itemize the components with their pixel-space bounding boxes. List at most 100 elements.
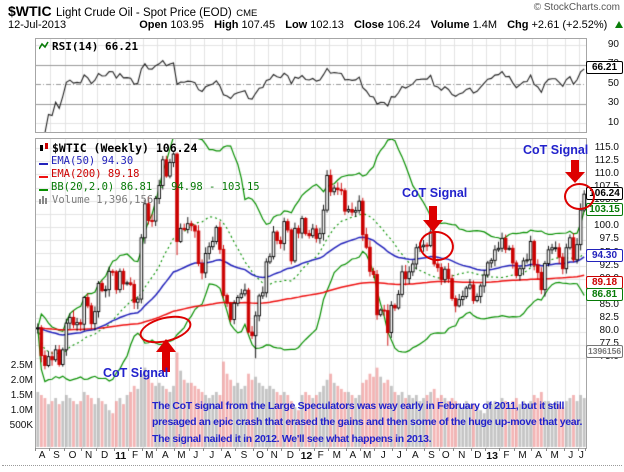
copyright-label: © StockCharts.com: [533, 2, 620, 13]
x-axis-tick: [35, 448, 36, 451]
volume-legend: Volume 1,396,156: [39, 194, 153, 206]
x-axis-month-label: S: [240, 450, 248, 461]
x-axis-tick: [220, 448, 222, 451]
x-axis-month-label: D: [101, 450, 109, 461]
price-tick-label: 107.5: [587, 181, 619, 192]
x-axis-tick: [470, 448, 472, 451]
x-axis-month-label: D: [286, 450, 294, 461]
open-label: Open: [139, 19, 168, 31]
chart-title: Light Crude Oil - Spot Price (EOD): [56, 7, 232, 19]
rsi-value-tag: 66.21: [586, 60, 623, 74]
cot-signal-label-2011: CoT Signal: [103, 366, 169, 380]
x-axis-tick: [585, 448, 586, 451]
x-axis-month-label: J: [578, 450, 584, 461]
x-axis-tick: [174, 448, 176, 451]
cot-arrow-down-icon: [565, 160, 585, 183]
x-axis-month-label: D: [474, 450, 482, 461]
x-axis-month-label: 12: [300, 450, 313, 462]
ema50-line-icon: [39, 163, 48, 165]
volume-tick-label: 1.5M: [10, 390, 33, 401]
x-axis-month-label: 11: [115, 450, 127, 462]
price-tick-label: 85.0: [599, 298, 619, 310]
x-axis-month-label: S: [53, 450, 60, 461]
symbol-label: $WTIC: [8, 3, 52, 19]
low-label: Low: [285, 19, 308, 31]
x-axis-tick: [113, 448, 115, 451]
x-axis-tick: [374, 448, 376, 451]
x-axis-month-label: A: [224, 450, 232, 461]
candlestick-icon: [40, 143, 48, 151]
chart-header: $WTIC Light Crude Oil - Spot Price (EOD)…: [8, 3, 618, 19]
close-label: Close: [353, 19, 384, 31]
x-axis-month-label: M: [145, 450, 154, 461]
x-axis-tick: [281, 448, 283, 451]
x-axis-tick: [267, 448, 269, 451]
x-axis-month-label: O: [68, 450, 77, 461]
x-axis-month-label: O: [441, 450, 450, 461]
low-value: 102.13: [310, 19, 344, 31]
x-axis-tick: [299, 448, 301, 451]
price-chart-canvas: [36, 139, 586, 448]
x-axis-tick: [513, 448, 515, 451]
rsi-tick-label: 30: [607, 97, 619, 109]
quote-date: 12-Jul-2013: [8, 19, 67, 31]
price-tick-label: 112.5: [594, 154, 619, 166]
bottom-dotted-rule: [2, 465, 622, 466]
open-value: 103.95: [170, 19, 204, 31]
x-axis-month-label: J: [380, 450, 386, 461]
x-axis-tick: [563, 448, 565, 451]
x-axis-tick: [81, 448, 83, 451]
volume-bars-icon: [39, 196, 47, 204]
price-tick-label: 115.0: [594, 141, 619, 153]
x-axis-tick: [392, 448, 394, 451]
bb-line-icon: [39, 189, 48, 191]
x-axis-tick: [531, 448, 533, 451]
cot-arrow-up-icon: [156, 339, 176, 372]
x-axis-month-label: O: [256, 450, 264, 461]
commentary-text: The CoT signal from the Large Speculator…: [152, 400, 583, 445]
x-axis-tick: [142, 448, 144, 451]
x-axis-tick: [485, 448, 486, 451]
x-axis-tick: [545, 448, 547, 451]
ema50-tag: 94.30: [586, 249, 623, 263]
high-value: 107.45: [241, 19, 276, 31]
chg-label: Chg: [507, 19, 529, 31]
ema200-line-icon: [39, 176, 48, 178]
volume-value: 1.4M: [472, 19, 498, 31]
ema200-tag: 89.18: [586, 275, 623, 289]
x-axis-tick: [360, 448, 361, 451]
x-axis-tick: [63, 448, 65, 451]
volume-label: Volume: [430, 19, 470, 31]
rsi-panel: [35, 38, 587, 133]
price-tick-label: 100.0: [593, 220, 619, 232]
x-axis-month-label: J: [193, 450, 199, 461]
chg-value: +2.61 (+2.52%): [531, 19, 608, 31]
volume-tick-label: 2.5M: [10, 359, 33, 371]
x-axis-tick: [452, 448, 454, 451]
x-axis-tick: [156, 448, 158, 451]
ema200-legend: EMA(200) 89.18: [39, 168, 140, 180]
x-axis-month-label: N: [458, 450, 466, 461]
rsi-tick-label: 90: [607, 38, 619, 50]
volume-tick-label: 2.0M: [10, 374, 33, 386]
x-axis-month-label: F: [131, 450, 139, 461]
x-axis-tick: [577, 448, 579, 451]
x-axis-month-label: A: [162, 450, 169, 461]
rsi-indicator-icon: [39, 41, 49, 50]
volume-tick-label: 1.0M: [10, 405, 33, 417]
x-axis-tick: [202, 448, 204, 451]
cot-signal-label-2012: CoT Signal: [402, 186, 468, 200]
cot-arrow-down-icon: [423, 206, 443, 232]
x-axis-month-label: A: [535, 450, 542, 461]
ema50-legend: EMA(50) 94.30: [39, 155, 133, 167]
rsi-tick-label: 10: [607, 116, 619, 128]
x-axis-tick: [499, 448, 501, 451]
x-axis-tick: [327, 448, 329, 451]
x-axis-month-label: A: [349, 450, 357, 461]
x-axis-tick: [252, 448, 254, 451]
x-axis-month-label: M: [518, 450, 527, 461]
x-axis-tick: [424, 448, 426, 451]
x-axis-month-label: F: [503, 450, 510, 461]
x-axis-tick: [345, 448, 347, 451]
